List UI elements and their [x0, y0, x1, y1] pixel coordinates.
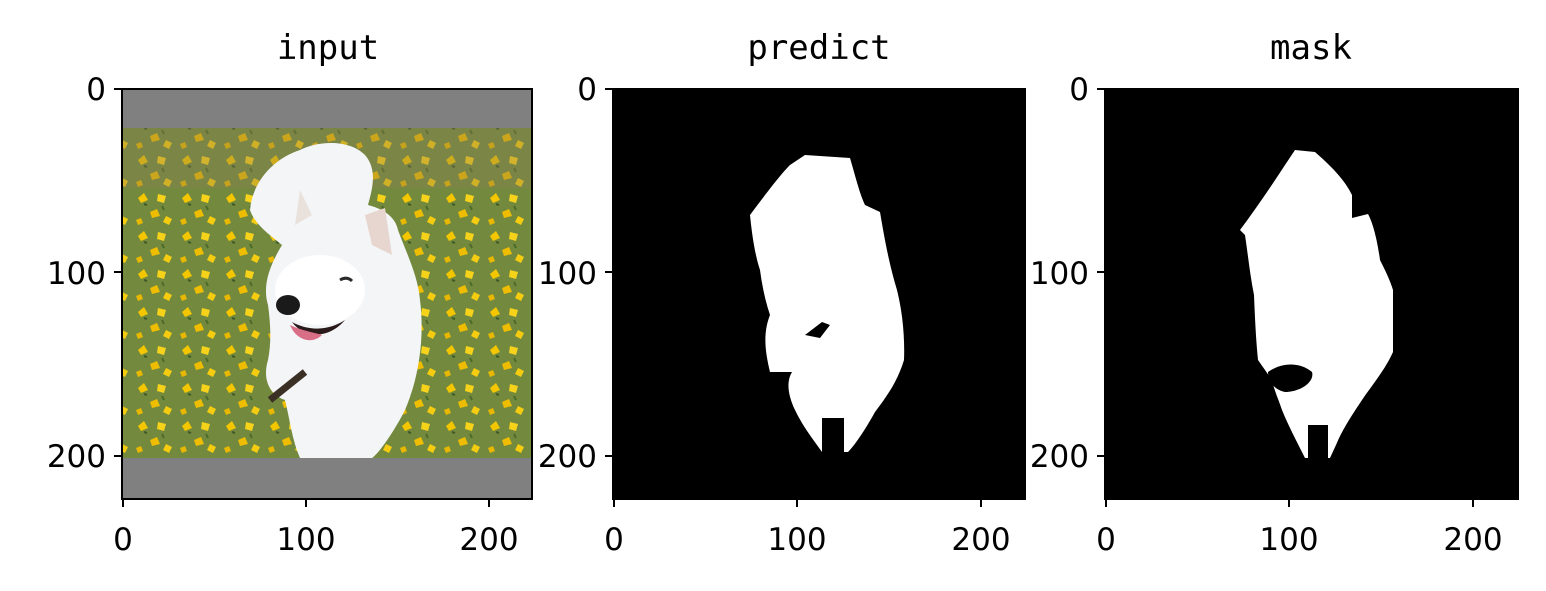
x-tick-label: 100 [767, 522, 826, 558]
x-tick-label: 100 [276, 522, 335, 558]
axes-frame-input [121, 88, 533, 500]
ground-truth-mask-hole [1268, 364, 1313, 392]
panel-title-predict: predict [747, 28, 891, 68]
x-tick-label: 200 [1443, 522, 1502, 558]
x-tick-label: 0 [604, 522, 624, 558]
x-tick-label: 0 [1096, 522, 1116, 558]
y-tick-label: 200 [47, 439, 106, 475]
mask-image [1104, 88, 1519, 500]
dog-nose [276, 295, 300, 315]
predicted-mask-blob [750, 155, 905, 452]
input-image [121, 88, 533, 500]
predicted-mask-hole [805, 322, 830, 338]
x-tick-label: 200 [459, 522, 518, 558]
panel-title-mask: mask [1270, 28, 1352, 68]
y-tick-label: 100 [1030, 256, 1089, 292]
axes-frame-predict [612, 88, 1026, 500]
y-tick-label: 0 [86, 72, 106, 108]
x-tick-label: 0 [113, 522, 133, 558]
y-tick-label: 200 [538, 439, 597, 475]
tick-marks [114, 88, 1474, 507]
x-tick-label: 100 [1259, 522, 1318, 558]
dog-tongue [290, 325, 322, 341]
y-tick-label: 200 [1030, 439, 1089, 475]
panel-title-input: input [276, 28, 380, 68]
y-tick-label: 0 [1069, 72, 1089, 108]
axes-frame-mask [1104, 88, 1519, 500]
y-tick-label: 100 [538, 256, 597, 292]
y-tick-label: 100 [47, 256, 106, 292]
x-tick-label: 200 [951, 522, 1010, 558]
y-tick-label: 0 [577, 72, 597, 108]
predict-image [612, 88, 1026, 500]
